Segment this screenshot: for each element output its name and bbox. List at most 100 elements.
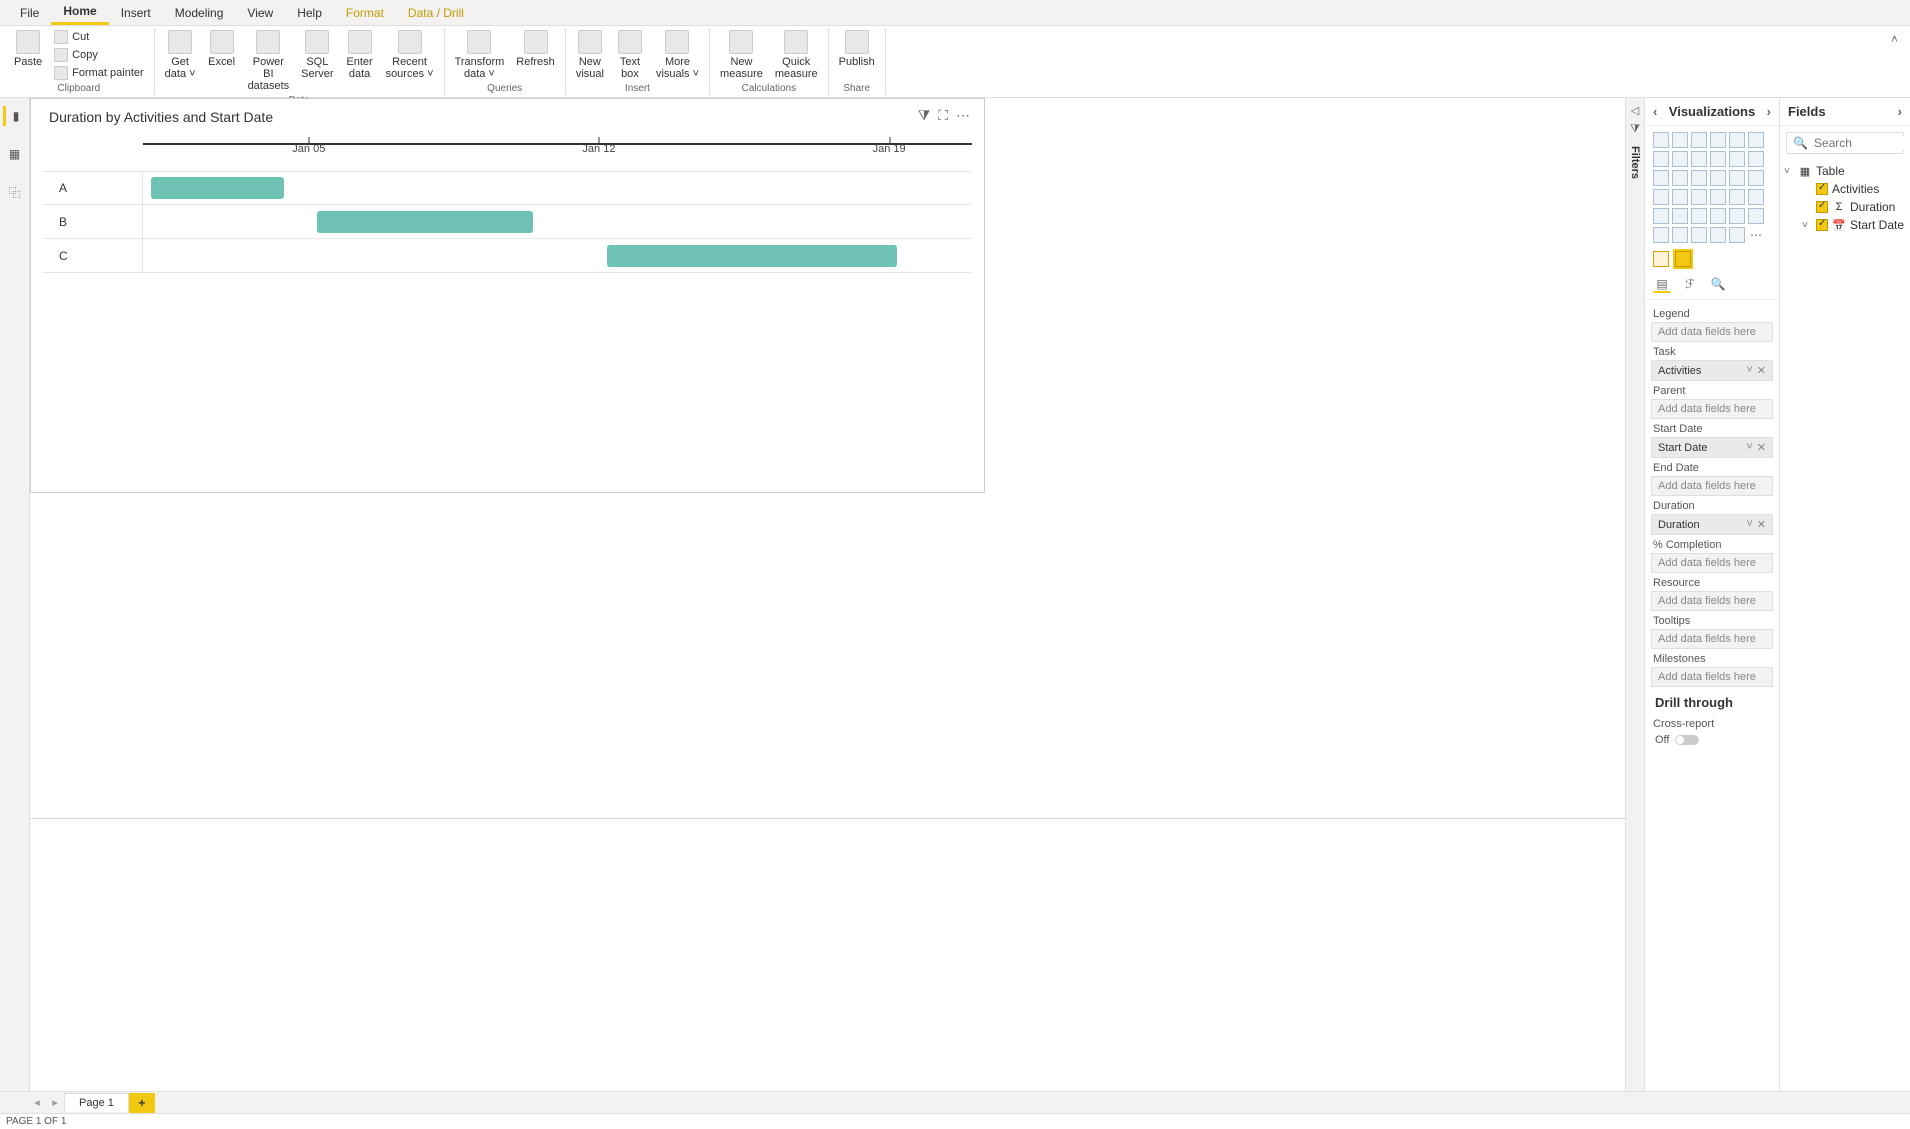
viz-type-icon[interactable] bbox=[1729, 151, 1745, 167]
ribbon-excel-button[interactable]: Excel bbox=[204, 28, 240, 70]
viz-type-icon[interactable] bbox=[1653, 208, 1669, 224]
page-prev-button[interactable]: ◂ bbox=[28, 1096, 46, 1109]
ribbon-sql-server-button[interactable]: SQLServer bbox=[297, 28, 337, 82]
gantt-bar[interactable] bbox=[607, 245, 897, 267]
viz-type-icon[interactable] bbox=[1748, 189, 1764, 205]
menu-format[interactable]: Format bbox=[334, 2, 396, 24]
fields-search-input[interactable] bbox=[1814, 136, 1910, 150]
viz-type-icon[interactable] bbox=[1748, 170, 1764, 186]
ribbon-publish-button[interactable]: Publish bbox=[835, 28, 879, 70]
viz-type-icon[interactable] bbox=[1710, 189, 1726, 205]
gantt-custom-visual-icon[interactable] bbox=[1653, 251, 1669, 267]
viz-type-icon[interactable] bbox=[1710, 151, 1726, 167]
menu-help[interactable]: Help bbox=[285, 2, 334, 24]
field-well-resource[interactable]: Add data fields here bbox=[1651, 591, 1773, 611]
viz-type-icon[interactable] bbox=[1691, 227, 1707, 243]
viz-type-icon[interactable] bbox=[1710, 170, 1726, 186]
ribbon-format-painter-button[interactable]: Format painter bbox=[50, 64, 148, 82]
selected-gantt-visual-icon[interactable] bbox=[1675, 251, 1691, 267]
gantt-bar[interactable] bbox=[151, 177, 284, 199]
add-page-button[interactable]: + bbox=[129, 1093, 155, 1113]
viz-type-icon[interactable] bbox=[1653, 132, 1669, 148]
menu-modeling[interactable]: Modeling bbox=[163, 2, 236, 24]
ribbon-paste-button[interactable]: Paste bbox=[10, 28, 46, 70]
viz-type-icon[interactable] bbox=[1691, 170, 1707, 186]
ribbon-copy-button[interactable]: Copy bbox=[50, 46, 148, 64]
analytics-tab[interactable]: 🔍 bbox=[1709, 275, 1727, 293]
viz-type-icon[interactable] bbox=[1748, 151, 1764, 167]
well-remove-icon[interactable]: ✕ bbox=[1757, 364, 1766, 377]
viz-type-icon[interactable] bbox=[1672, 132, 1688, 148]
field-well-legend[interactable]: Add data fields here bbox=[1651, 322, 1773, 342]
cross-report-toggle[interactable] bbox=[1675, 735, 1699, 745]
menu-file[interactable]: File bbox=[8, 2, 51, 24]
field-start-date[interactable]: ˅📅Start Date bbox=[1802, 216, 1906, 234]
ribbon-power-bi-datasets-button[interactable]: PowerBIdatasets bbox=[244, 28, 294, 94]
viz-type-icon[interactable] bbox=[1729, 132, 1745, 148]
ribbon-new-measure-button[interactable]: Newmeasure bbox=[716, 28, 767, 82]
model-view-button[interactable]: ⿻ bbox=[5, 182, 25, 202]
page-tab[interactable]: Page 1 bbox=[64, 1093, 129, 1112]
viz-type-icon[interactable] bbox=[1653, 170, 1669, 186]
viz-type-icon[interactable] bbox=[1729, 208, 1745, 224]
ribbon-recent-sources-button[interactable]: Recentsources ˅ bbox=[382, 28, 438, 82]
ribbon-cut-button[interactable]: Cut bbox=[50, 28, 148, 46]
gantt-visual-container[interactable]: Duration by Activities and Start Date ⧩ … bbox=[30, 98, 985, 493]
field-well-parent[interactable]: Add data fields here bbox=[1651, 399, 1773, 419]
data-view-button[interactable]: ▦ bbox=[5, 144, 25, 164]
report-canvas[interactable]: Duration by Activities and Start Date ⧩ … bbox=[30, 98, 1625, 1091]
fields-table-node[interactable]: ˅▦Table bbox=[1784, 162, 1906, 180]
viz-type-icon[interactable] bbox=[1672, 189, 1688, 205]
viz-type-icon[interactable] bbox=[1653, 189, 1669, 205]
page-next-button[interactable]: ▸ bbox=[46, 1096, 64, 1109]
filters-pane-collapsed[interactable]: ◁ ⧩ Filters bbox=[1625, 98, 1645, 1091]
field-well-duration[interactable]: Duration˅✕ bbox=[1651, 514, 1773, 535]
viz-type-icon[interactable] bbox=[1729, 227, 1745, 243]
ribbon-refresh-button[interactable]: Refresh bbox=[512, 28, 559, 70]
field-activities[interactable]: Activities bbox=[1802, 180, 1906, 198]
viz-type-icon[interactable] bbox=[1691, 151, 1707, 167]
ribbon-enter-data-button[interactable]: Enterdata bbox=[342, 28, 378, 82]
viz-type-icon[interactable] bbox=[1748, 132, 1764, 148]
field-well-start-date[interactable]: Start Date˅✕ bbox=[1651, 437, 1773, 458]
field-well--completion[interactable]: Add data fields here bbox=[1651, 553, 1773, 573]
viz-type-icon[interactable] bbox=[1748, 208, 1764, 224]
menu-data-drill[interactable]: Data / Drill bbox=[396, 2, 476, 24]
checkbox-checked-icon[interactable] bbox=[1816, 219, 1828, 231]
viz-type-icon[interactable] bbox=[1691, 132, 1707, 148]
field-well-end-date[interactable]: Add data fields here bbox=[1651, 476, 1773, 496]
viz-type-icon[interactable] bbox=[1653, 151, 1669, 167]
fields-search[interactable]: 🔍 bbox=[1786, 132, 1904, 154]
viz-type-icon[interactable] bbox=[1710, 227, 1726, 243]
ribbon-more-visuals-button[interactable]: Morevisuals ˅ bbox=[652, 28, 703, 82]
ribbon-quick-measure-button[interactable]: Quickmeasure bbox=[771, 28, 822, 82]
viz-type-icon[interactable] bbox=[1653, 227, 1669, 243]
expand-filters-icon[interactable]: ◁ bbox=[1631, 104, 1639, 117]
viz-type-icon[interactable] bbox=[1710, 208, 1726, 224]
field-well-task[interactable]: Activities˅✕ bbox=[1651, 360, 1773, 381]
filter-icon[interactable]: ⧩ bbox=[918, 107, 931, 124]
report-view-button[interactable]: ▮ bbox=[3, 106, 23, 126]
viz-type-icon[interactable] bbox=[1710, 132, 1726, 148]
fields-tab[interactable]: ▤ bbox=[1653, 275, 1671, 293]
ribbon-text-box-button[interactable]: Textbox bbox=[612, 28, 648, 82]
menu-home[interactable]: Home bbox=[51, 0, 108, 25]
viz-type-icon[interactable] bbox=[1691, 189, 1707, 205]
viz-more-icon[interactable]: ⋯ bbox=[1748, 227, 1764, 243]
well-dropdown-icon[interactable]: ˅ bbox=[1746, 518, 1752, 531]
viz-type-icon[interactable] bbox=[1691, 208, 1707, 224]
well-dropdown-icon[interactable]: ˅ bbox=[1746, 364, 1752, 377]
field-well-tooltips[interactable]: Add data fields here bbox=[1651, 629, 1773, 649]
viz-type-icon[interactable] bbox=[1729, 189, 1745, 205]
ribbon-get-data-button[interactable]: Getdata ˅ bbox=[161, 28, 200, 82]
collapse-ribbon-icon[interactable]: ˄ bbox=[1883, 28, 1906, 95]
field-well-milestones[interactable]: Add data fields here bbox=[1651, 667, 1773, 687]
viz-type-icon[interactable] bbox=[1672, 208, 1688, 224]
well-dropdown-icon[interactable]: ˅ bbox=[1746, 441, 1752, 454]
ribbon-transform-data-button[interactable]: Transformdata ˅ bbox=[451, 28, 509, 82]
format-tab[interactable]: ℱ bbox=[1681, 275, 1699, 293]
viz-type-icon[interactable] bbox=[1729, 170, 1745, 186]
menu-insert[interactable]: Insert bbox=[109, 2, 163, 24]
field-duration[interactable]: ΣDuration bbox=[1802, 198, 1906, 216]
expand-fields-icon[interactable]: › bbox=[1898, 104, 1902, 119]
